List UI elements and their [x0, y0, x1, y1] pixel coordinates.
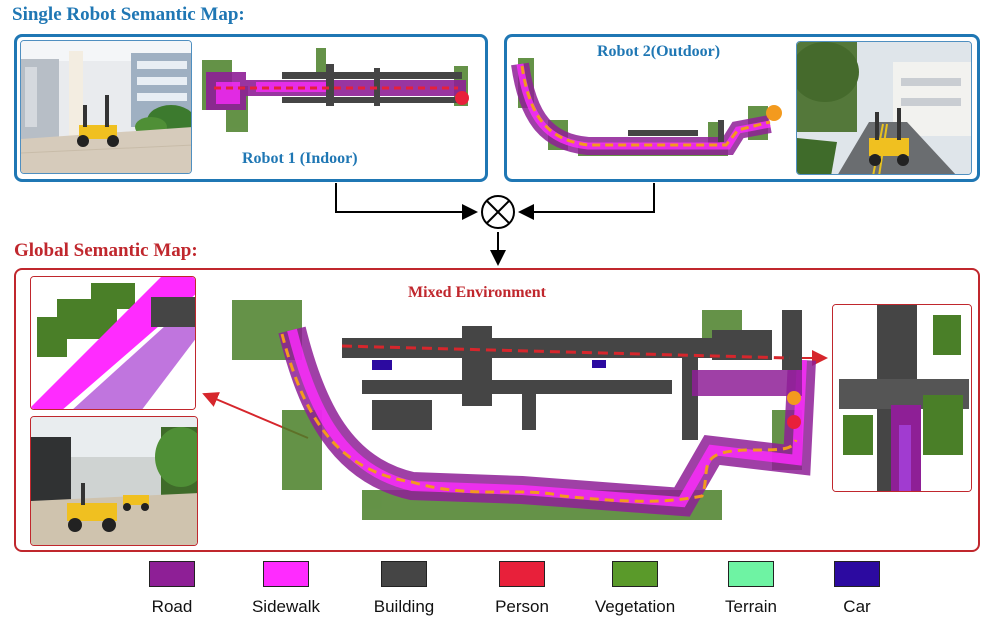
- legend-terrain-label: Terrain: [725, 597, 777, 616]
- legend-building-label: Building: [373, 597, 435, 616]
- robot2-semantic-map: [508, 50, 794, 172]
- global-map-panel: [14, 268, 980, 552]
- legend-terrain-swatch: [728, 561, 774, 587]
- legend-sidewalk-label: Sidewalk: [251, 597, 321, 616]
- robot2-outdoor-photo: [796, 41, 972, 175]
- legend-person: Person: [477, 561, 567, 617]
- legend-vegetation-swatch: [612, 561, 658, 587]
- legend-person-label: Person: [495, 597, 549, 616]
- legend-sidewalk-swatch: [263, 561, 309, 587]
- global-semantic-map: [222, 290, 822, 540]
- legend-building: Building: [359, 561, 449, 617]
- legend-vegetation: Vegetation: [590, 561, 680, 617]
- robot1-indoor-photo: [20, 40, 192, 174]
- legend-person-swatch: [499, 561, 545, 587]
- legend-road: Road: [127, 561, 217, 617]
- legend-sidewalk: Sidewalk: [241, 561, 331, 617]
- zoom-building-patch: [832, 304, 972, 492]
- single-map-title: Single Robot Semantic Map:: [12, 4, 245, 25]
- robot1-panel: [14, 34, 488, 182]
- robot2-panel: [504, 34, 980, 182]
- courtyard-photo: [30, 416, 198, 546]
- mixed-environment-label: Mixed Environment: [408, 284, 546, 301]
- legend-road-swatch: [149, 561, 195, 587]
- legend-car-label: Car: [843, 597, 871, 616]
- legend-vegetation-label: Vegetation: [594, 597, 676, 616]
- zoom-sidewalk-patch: [30, 276, 196, 410]
- legend-terrain: Terrain: [706, 561, 796, 617]
- robot1-semantic-map: [196, 42, 478, 142]
- robot1-label: Robot 1 (Indoor): [242, 150, 358, 167]
- robot2-label: Robot 2(Outdoor): [597, 43, 721, 60]
- legend-road-label: Road: [151, 597, 193, 616]
- merge-operator-icon: [480, 194, 516, 230]
- legend-building-swatch: [381, 561, 427, 587]
- legend-car-swatch: [834, 561, 880, 587]
- global-map-title: Global Semantic Map:: [14, 240, 198, 261]
- legend-car: Car: [812, 561, 902, 617]
